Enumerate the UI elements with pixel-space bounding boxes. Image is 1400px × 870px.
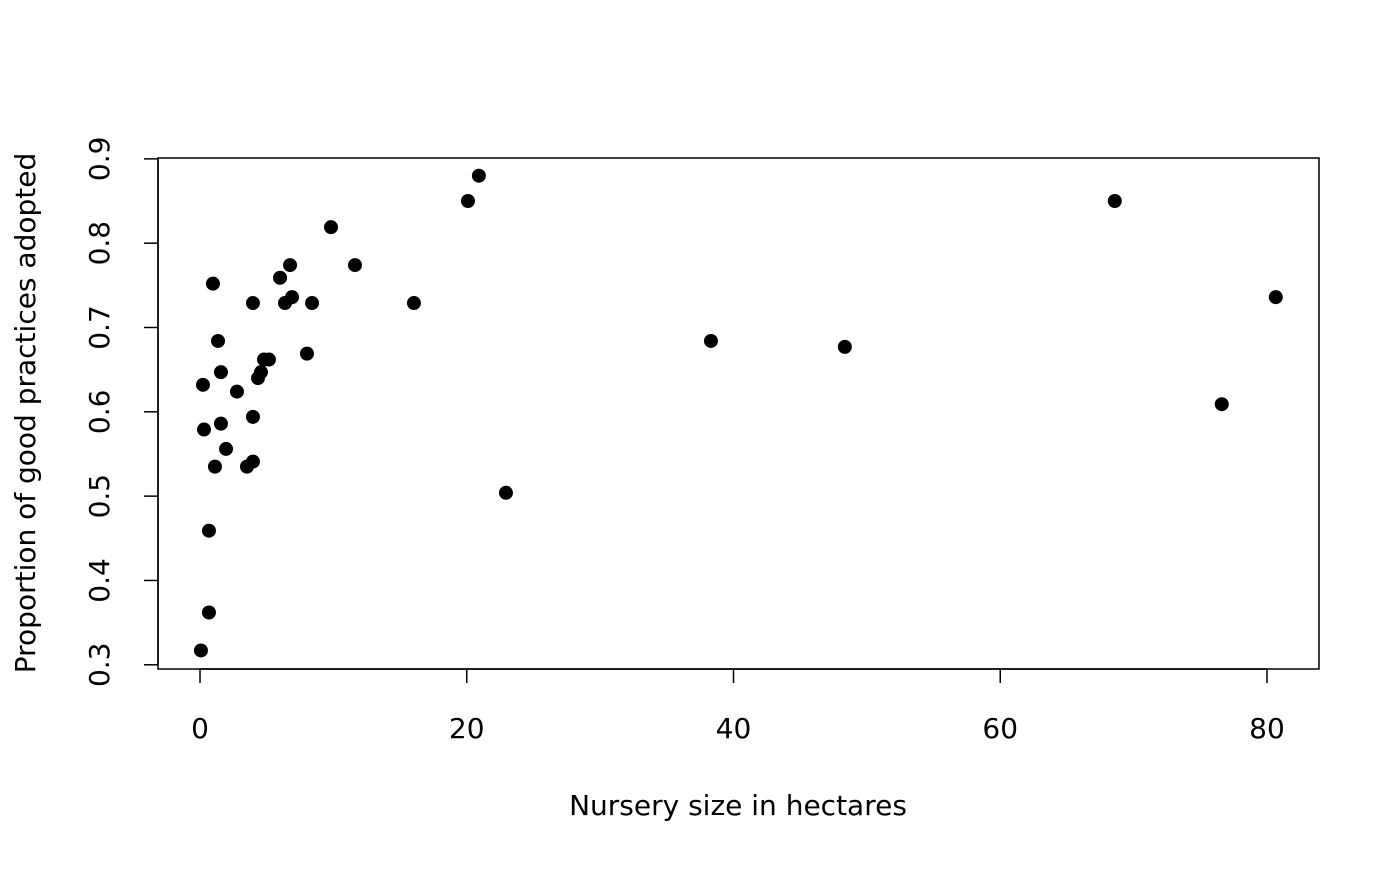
x-tick-label: 40 xyxy=(716,712,752,745)
point xyxy=(213,416,228,431)
point xyxy=(229,384,244,399)
y-axis-label: Proportion of good practices adopted xyxy=(9,153,42,674)
point xyxy=(285,290,300,305)
point xyxy=(1214,397,1229,412)
x-tick-label: 80 xyxy=(1249,712,1285,745)
point xyxy=(213,365,228,380)
point xyxy=(498,485,513,500)
point xyxy=(197,422,212,437)
plot-box xyxy=(157,157,1320,670)
point xyxy=(299,346,314,361)
point xyxy=(219,441,234,456)
point xyxy=(837,339,852,354)
x-tick-label: 60 xyxy=(982,712,1018,745)
point xyxy=(195,377,210,392)
y-tick-label: 0.7 xyxy=(83,305,116,350)
point xyxy=(323,220,338,235)
point xyxy=(261,352,276,367)
x-axis-label: Nursery size in hectares xyxy=(569,789,907,822)
point xyxy=(253,365,268,380)
y-tick-label: 0.6 xyxy=(83,390,116,435)
y-tick-label: 0.9 xyxy=(83,137,116,182)
point xyxy=(347,258,362,273)
point xyxy=(201,605,216,620)
point xyxy=(245,296,260,311)
point xyxy=(245,409,260,424)
point xyxy=(245,454,260,469)
point xyxy=(1107,194,1122,209)
y-tick-label: 0.8 xyxy=(83,221,116,266)
x-tick-label: 0 xyxy=(191,712,209,745)
point xyxy=(1268,290,1283,305)
point xyxy=(283,258,298,273)
point xyxy=(471,168,486,183)
y-tick-label: 0.3 xyxy=(83,643,116,688)
point xyxy=(273,270,288,285)
point xyxy=(205,276,220,291)
point xyxy=(460,194,475,209)
x-tick-label: 20 xyxy=(449,712,485,745)
point xyxy=(305,296,320,311)
point xyxy=(193,643,208,658)
point xyxy=(201,523,216,538)
point xyxy=(211,333,226,348)
point xyxy=(207,459,222,474)
point xyxy=(406,296,421,311)
y-tick-label: 0.5 xyxy=(83,474,116,519)
point xyxy=(703,333,718,348)
y-tick-label: 0.4 xyxy=(83,558,116,603)
